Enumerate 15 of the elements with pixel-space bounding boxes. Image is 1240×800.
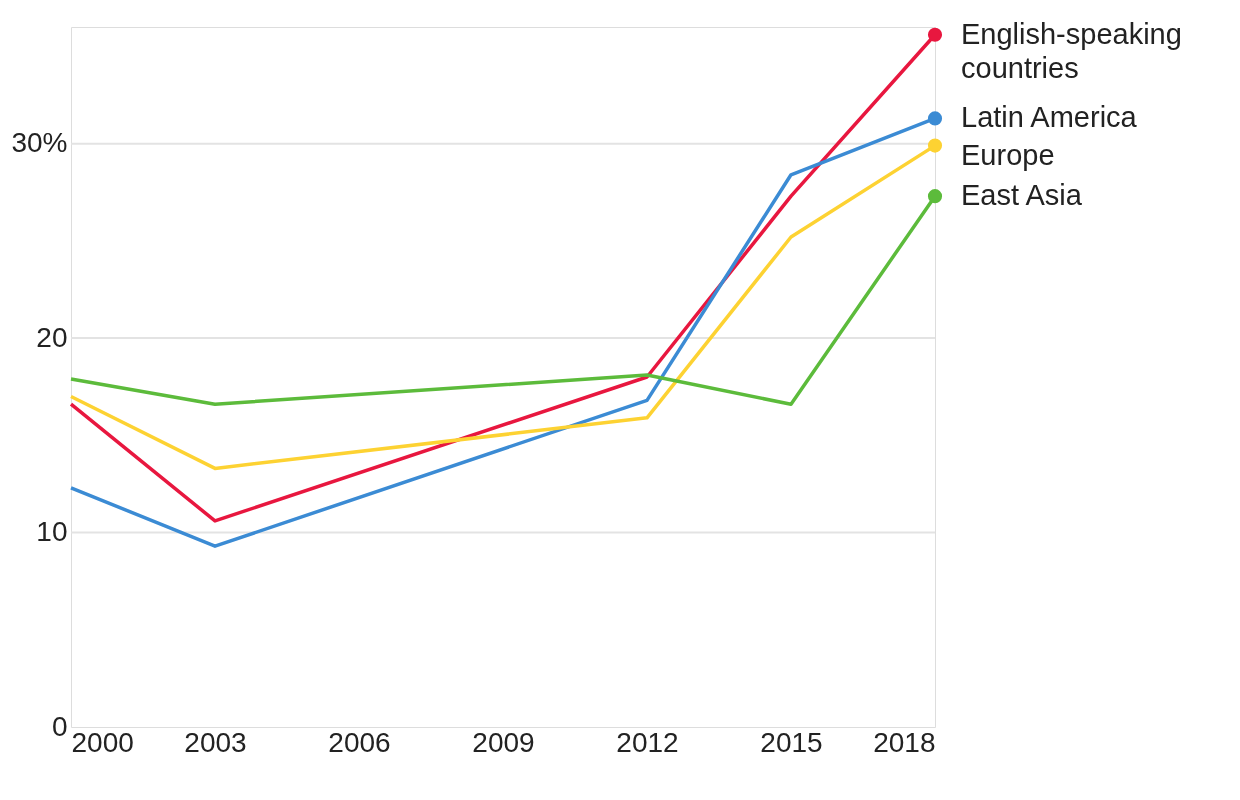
y-tick-label: 20 — [36, 321, 68, 353]
x-tick-label: 2006 — [328, 726, 391, 758]
series-label: East Asia — [961, 179, 1083, 212]
series-label: Europe — [961, 139, 1055, 172]
y-tick-label: 10 — [36, 516, 68, 548]
y-tick-label: 0 — [51, 710, 68, 742]
x-tick-label: 2015 — [760, 726, 823, 758]
series-label: English-speaking countries — [961, 17, 1182, 84]
series-label: Latin America — [961, 101, 1138, 134]
x-tick-label: 2009 — [472, 726, 535, 758]
x-tick-label: 2000 — [71, 726, 134, 758]
x-tick-label: 2012 — [616, 726, 679, 758]
y-tick-label: 30% — [11, 127, 68, 159]
x-tick-label: 2018 — [873, 726, 936, 758]
x-tick-label: 2003 — [184, 726, 247, 758]
